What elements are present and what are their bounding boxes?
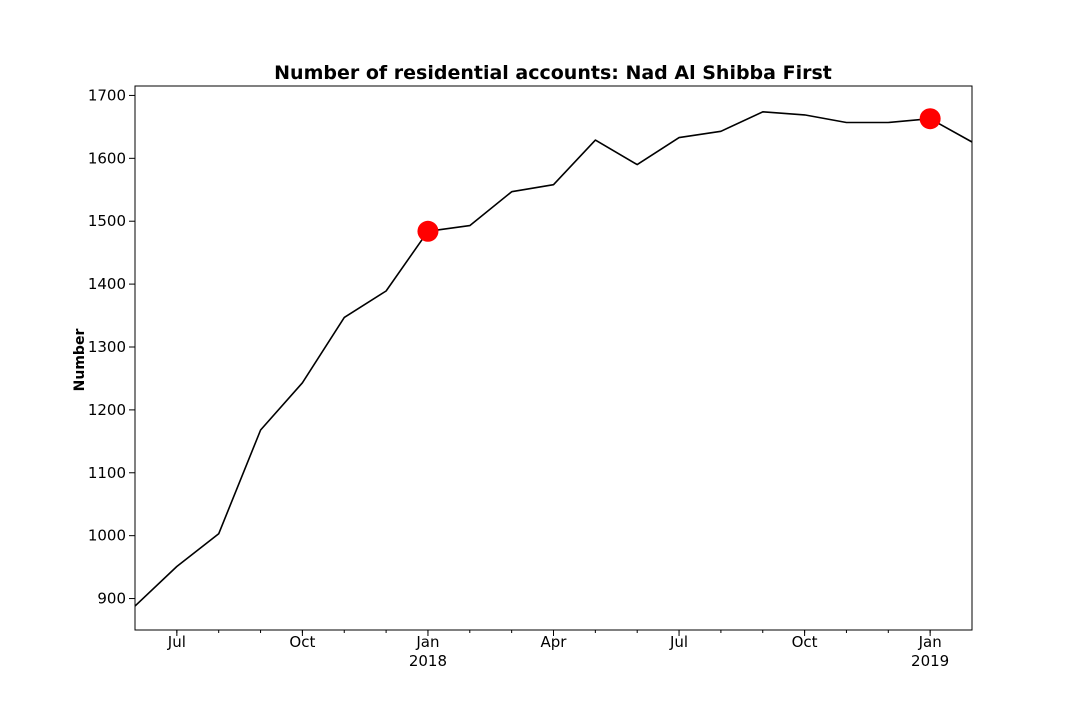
y-tick-label: 1700 <box>88 86 126 104</box>
x-tick-label: Oct <box>289 633 315 651</box>
y-tick-label: 1300 <box>88 338 126 356</box>
y-tick-label: 1000 <box>88 527 126 545</box>
y-tick-label: 1200 <box>88 401 126 419</box>
y-tick-label: 1600 <box>88 149 126 167</box>
x-tick-label: Apr <box>541 633 568 651</box>
x-tick-year-label: 2018 <box>409 652 447 670</box>
chart-title: Number of residential accounts: Nad Al S… <box>274 62 832 84</box>
x-tick-label: Jan <box>918 633 942 651</box>
x-tick-year-label: 2019 <box>911 652 949 670</box>
series-line <box>134 111 973 607</box>
y-tick-label: 1400 <box>88 275 126 293</box>
y-tick-label: 1100 <box>88 464 126 482</box>
plot-frame <box>134 85 973 631</box>
y-axis-label: Number <box>72 329 88 392</box>
x-tick-label: Jan <box>415 633 439 651</box>
y-tick-label: 900 <box>97 590 126 608</box>
x-tick-label: Jul <box>669 633 688 651</box>
plot-area: 900 1000 1100 1200 1300 1400 1500 1600 1700 Jul Oc… <box>88 86 973 670</box>
highlight-point <box>919 108 941 130</box>
x-tick-label: Jul <box>167 633 186 651</box>
highlight-point <box>417 220 439 242</box>
y-tick-label: 1500 <box>88 212 126 230</box>
x-tick-label: Oct <box>792 633 818 651</box>
